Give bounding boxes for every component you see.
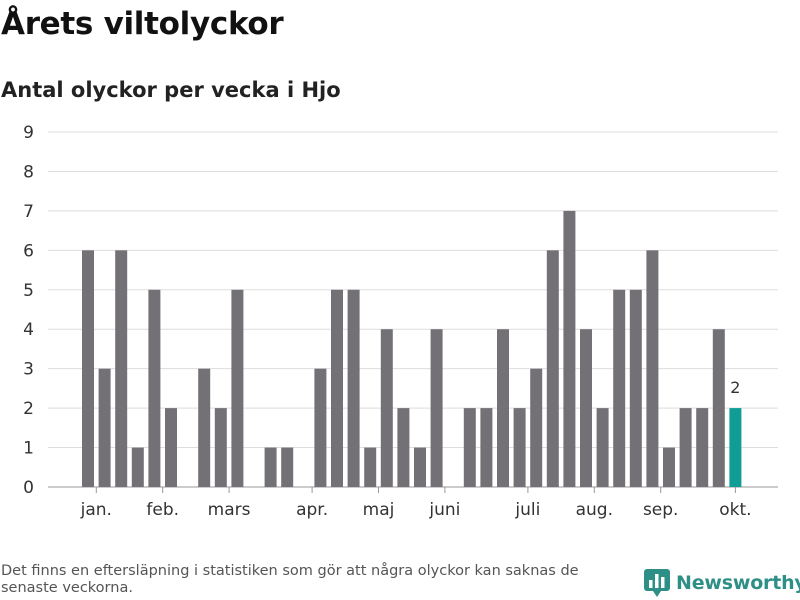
bar-chart-logo-icon (644, 569, 670, 597)
brand-logo: Newsworthy (644, 569, 800, 597)
bar (331, 289, 343, 487)
bar (480, 408, 493, 487)
y-tick-label: 1 (23, 439, 34, 459)
bar (264, 447, 277, 487)
x-tick-label: feb. (146, 500, 179, 520)
y-tick-label: 4 (23, 320, 34, 340)
bar (513, 408, 526, 487)
bar (613, 289, 626, 487)
bar (131, 447, 144, 487)
bar (380, 329, 393, 487)
bar (314, 368, 327, 487)
bar (679, 408, 692, 487)
bar-highlight (729, 408, 742, 487)
x-tick-label: juli (514, 500, 540, 520)
bar (596, 408, 609, 487)
bar (463, 408, 476, 487)
bar (98, 368, 111, 487)
bar (214, 408, 227, 487)
x-tick-label: jan. (80, 500, 112, 520)
x-tick-label: sep. (643, 500, 679, 520)
bar (148, 289, 161, 487)
y-tick-label: 5 (23, 281, 34, 301)
x-tick-label: apr. (296, 500, 328, 520)
y-axis-ticks: 0 1 2 3 4 5 6 7 8 9 (23, 123, 34, 498)
bar (430, 329, 443, 487)
y-tick-label: 9 (23, 123, 34, 143)
bar (231, 289, 244, 487)
bar (546, 250, 559, 487)
x-tick-label: juni (428, 500, 460, 520)
highlight-value-label: 2 (730, 378, 740, 397)
bar (82, 250, 94, 487)
bars (82, 210, 742, 487)
x-tick-label: maj (363, 500, 395, 520)
bar (712, 329, 725, 487)
bar (198, 368, 211, 487)
chart-title: Årets viltolyckor (1, 6, 284, 42)
x-tick-label: aug. (576, 500, 613, 520)
bar (115, 250, 128, 487)
bar (696, 408, 709, 487)
y-tick-label: 2 (23, 399, 34, 419)
bar (281, 447, 294, 487)
bar (580, 329, 592, 487)
annotations: 2 (730, 378, 740, 397)
bar (414, 447, 426, 487)
y-tick-label: 0 (23, 478, 34, 498)
y-tick-label: 8 (23, 162, 34, 182)
bar (530, 368, 543, 487)
x-axis-month-labels: jan. feb. mars apr. maj juni juli aug. sep. okt. (80, 487, 752, 520)
bar (563, 210, 576, 487)
y-tick-label: 7 (23, 202, 34, 222)
x-tick-label: okt. (719, 500, 751, 520)
bar-chart: 0 1 2 3 4 5 6 7 8 9 jan. feb. mars apr. maj juni juli au… (23, 123, 778, 520)
bar (646, 250, 659, 487)
y-tick-label: 6 (23, 241, 34, 261)
footnote: Det finns en eftersläpning i statistiken… (1, 563, 579, 596)
bar (347, 289, 360, 487)
x-tick-label: mars (208, 500, 251, 520)
bar (165, 408, 177, 487)
chart-subtitle: Antal olyckor per vecka i Hjo (1, 78, 341, 102)
brand-name: Newsworthy (676, 572, 800, 594)
bar (663, 447, 675, 487)
bar (629, 289, 642, 487)
bar (397, 408, 410, 487)
bar (364, 447, 377, 487)
y-tick-label: 3 (23, 360, 34, 380)
bar (497, 329, 509, 487)
